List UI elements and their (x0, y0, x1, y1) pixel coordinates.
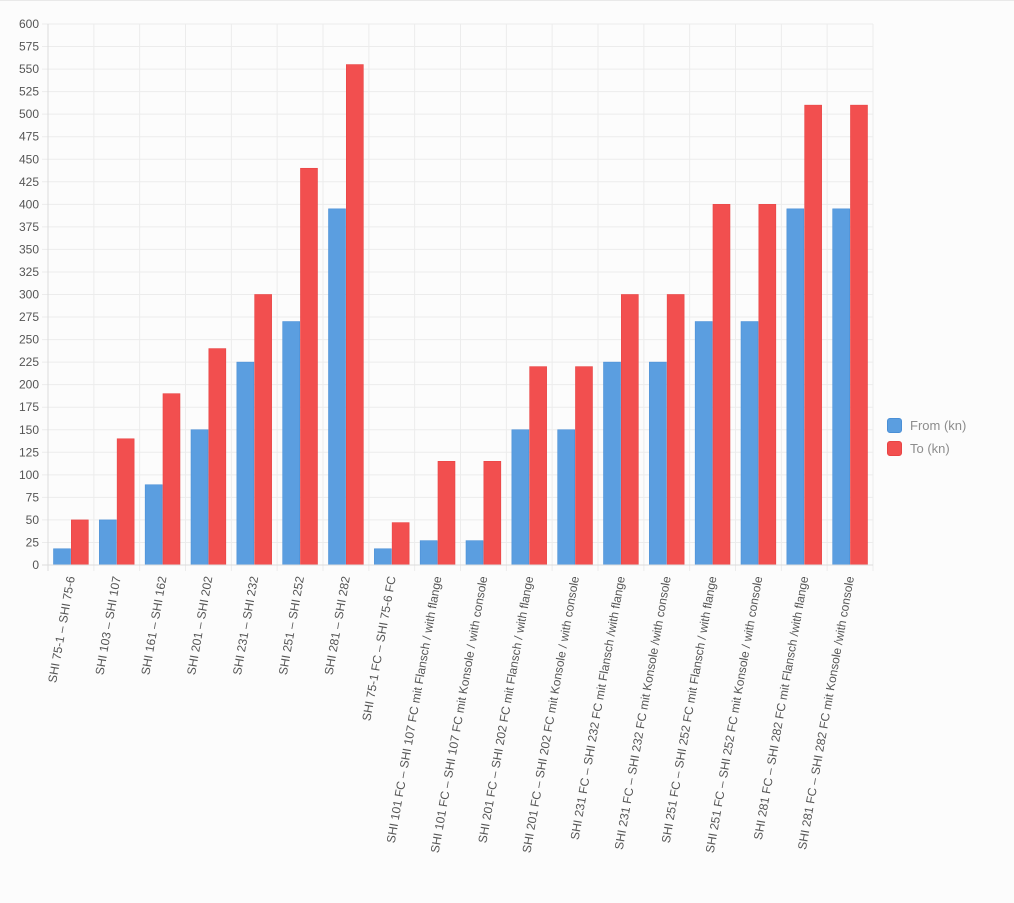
bar-to[interactable] (391, 522, 410, 566)
x-tick-label: SHI 201 – SHI 202 (184, 575, 215, 676)
y-tick-label: 225 (19, 355, 39, 369)
bar-to[interactable] (666, 294, 685, 566)
legend-swatch-from (887, 418, 902, 433)
bar-from[interactable] (465, 540, 484, 566)
x-tick-label: SHI 281 – SHI 282 (322, 575, 353, 676)
legend-label-to: To (kn) (910, 441, 950, 456)
bar-to[interactable] (575, 366, 593, 566)
bar-to[interactable] (804, 104, 822, 566)
bar-to[interactable] (116, 438, 135, 566)
axes (42, 24, 873, 571)
bar-to[interactable] (346, 64, 364, 566)
y-tick-label: 150 (19, 423, 39, 437)
legend-item-to[interactable]: To (kn) (887, 437, 1007, 460)
y-tick-label: 250 (19, 333, 39, 347)
x-tick-label: SHI 161 – SHI 162 (138, 575, 169, 676)
x-tick-label: SHI 231 – SHI 232 (230, 575, 261, 676)
y-tick-label: 200 (19, 378, 39, 392)
bar-from[interactable] (190, 429, 209, 566)
y-tick-label: 0 (32, 558, 39, 572)
bar-from[interactable] (236, 361, 255, 566)
y-tick-label: 275 (19, 310, 39, 324)
y-tick-label: 525 (19, 85, 39, 99)
y-tick-label: 425 (19, 175, 39, 189)
x-tick-label: SHI 231 FC – SHI 232 FC mit Flansch /wit… (568, 575, 628, 841)
bar-from[interactable] (282, 321, 300, 566)
bar-to[interactable] (483, 461, 502, 566)
legend: From (kn) To (kn) (887, 414, 1007, 460)
x-tick-label: SHI 75-1 – SHI 75-6 (45, 575, 78, 684)
bar-from[interactable] (374, 548, 392, 566)
x-tick-label: SHI 281 FC – SHI 282 FC mit Flansch /wit… (751, 575, 811, 841)
bar-to[interactable] (758, 204, 777, 566)
bar-from[interactable] (144, 484, 163, 566)
y-tick-label: 125 (19, 445, 39, 459)
y-tick-label: 375 (19, 220, 39, 234)
bar-from[interactable] (832, 208, 850, 566)
bar-from[interactable] (603, 361, 621, 566)
bar-to[interactable] (621, 294, 639, 566)
y-tick-label: 500 (19, 107, 39, 121)
bar-from[interactable] (649, 361, 667, 566)
bar-to[interactable] (162, 393, 181, 566)
bar-from[interactable] (557, 429, 575, 566)
y-tick-label: 350 (19, 242, 39, 256)
y-tick-label: 75 (26, 490, 40, 504)
bar-from[interactable] (328, 208, 346, 566)
y-tick-label: 175 (19, 400, 39, 414)
grid-lines (42, 23, 874, 571)
x-tick-label: SHI 103 – SHI 107 (93, 575, 124, 676)
bar-from[interactable] (99, 519, 117, 566)
bar-from[interactable] (419, 540, 438, 566)
bar-to[interactable] (208, 348, 227, 566)
legend-label-from: From (kn) (910, 418, 967, 433)
bar-to[interactable] (254, 294, 272, 566)
bar-to[interactable] (71, 519, 89, 566)
bar-from[interactable] (694, 321, 713, 566)
y-tick-label: 400 (19, 197, 39, 211)
y-tick-label: 325 (19, 265, 39, 279)
bars (53, 64, 868, 566)
bar-to[interactable] (529, 366, 547, 566)
bar-to[interactable] (850, 104, 868, 566)
bar-to[interactable] (712, 204, 731, 566)
y-tick-label: 450 (19, 152, 39, 166)
bar-from[interactable] (53, 548, 71, 566)
y-tick-label: 50 (26, 513, 40, 527)
x-axis-tick-labels: SHI 75-1 – SHI 75-6 SHI 103 – SHI 107 SHI … (45, 575, 857, 854)
top-border (0, 0, 1014, 1)
y-tick-label: 100 (19, 468, 39, 482)
legend-swatch-to (887, 441, 902, 456)
x-tick-label: SHI 75-1 FC – SHI 75-6 FC (359, 575, 398, 722)
bar-to[interactable] (437, 461, 456, 566)
legend-item-from[interactable]: From (kn) (887, 414, 1007, 437)
y-axis-tick-labels: 0 25 50 75 100 125 150 175 200 225 250 275 300 325 350… (19, 17, 39, 572)
bar-to[interactable] (300, 167, 318, 566)
y-tick-label: 475 (19, 130, 39, 144)
y-tick-label: 300 (19, 288, 39, 302)
bar-from[interactable] (740, 321, 759, 566)
y-tick-label: 600 (19, 17, 39, 31)
y-tick-label: 25 (26, 535, 40, 549)
bar-from[interactable] (786, 208, 805, 566)
y-tick-label: 550 (19, 62, 39, 76)
x-tick-label: SHI 251 – SHI 252 (276, 575, 307, 676)
bar-from[interactable] (511, 429, 530, 566)
y-tick-label: 575 (19, 40, 39, 54)
